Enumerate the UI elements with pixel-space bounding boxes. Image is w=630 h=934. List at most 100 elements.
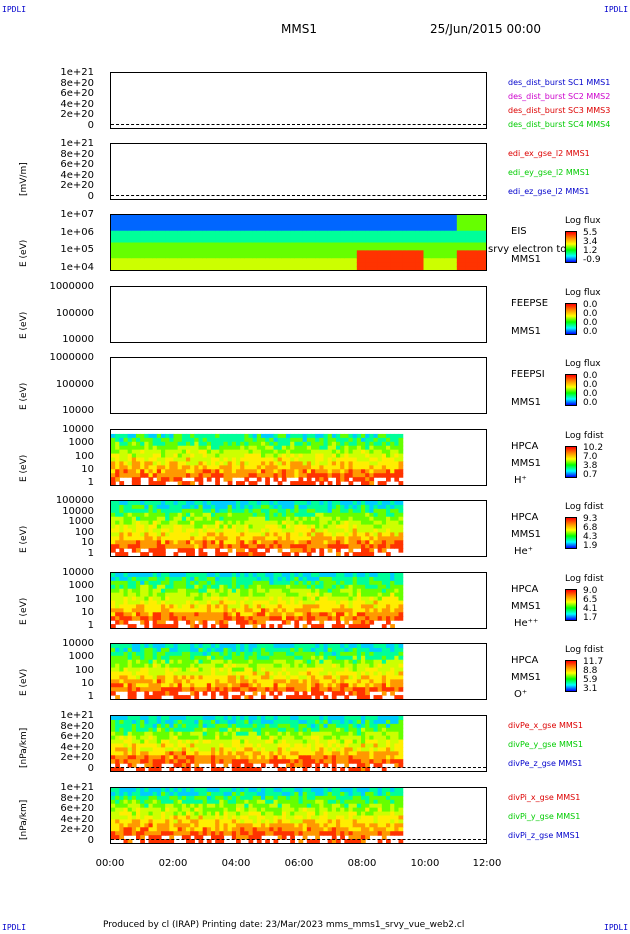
spectrogram-cell bbox=[148, 600, 154, 606]
spectrogram-cell bbox=[261, 580, 266, 586]
spectrogram-cell bbox=[111, 719, 116, 725]
spectrogram-cell bbox=[244, 501, 250, 506]
spectrogram-cell bbox=[315, 671, 320, 677]
spectrogram-cell bbox=[302, 441, 308, 447]
spectrogram-cell bbox=[161, 580, 166, 586]
spectrogram-cell bbox=[269, 242, 275, 248]
spectrogram-cell bbox=[452, 222, 458, 228]
spectrogram-cell bbox=[277, 465, 283, 470]
spectrogram-cell bbox=[111, 501, 116, 506]
spectrogram-cell bbox=[311, 461, 316, 466]
spectrogram-cell bbox=[356, 592, 362, 598]
spectrogram-cell bbox=[294, 222, 300, 228]
spectrogram-cell bbox=[294, 453, 300, 459]
spectrogram-cell bbox=[136, 528, 141, 534]
spectrogram-cell bbox=[211, 234, 216, 240]
spectrogram-cell bbox=[177, 215, 183, 220]
spectrogram-cell bbox=[331, 437, 337, 443]
spectrogram-cell bbox=[252, 552, 258, 556]
spectrogram-cell bbox=[448, 246, 454, 251]
spectrogram-cell bbox=[336, 234, 341, 240]
spectrogram-cell bbox=[115, 604, 120, 609]
spectrogram-cell bbox=[281, 532, 287, 537]
spectrogram-cell bbox=[386, 663, 391, 669]
spectrogram-cell bbox=[481, 215, 486, 220]
spectrogram-cell bbox=[144, 663, 150, 669]
spectrogram-cell bbox=[356, 675, 362, 680]
spectrogram-cell bbox=[244, 532, 250, 537]
spectrogram-cell bbox=[140, 592, 145, 598]
spectrogram-cell bbox=[131, 258, 137, 263]
spectrogram-cell bbox=[248, 528, 254, 534]
spectrogram-cell bbox=[386, 465, 391, 470]
spectrogram-cell bbox=[198, 671, 204, 677]
spectrogram-cell bbox=[386, 540, 391, 545]
spectrogram-cell bbox=[265, 655, 270, 661]
spectrogram-cell bbox=[381, 445, 387, 451]
spectrogram-cell bbox=[373, 501, 379, 506]
spectrogram-cell bbox=[319, 504, 325, 510]
spectrogram-cell bbox=[315, 604, 320, 609]
spectrogram-cell bbox=[265, 246, 270, 251]
spectrogram-cell bbox=[469, 262, 475, 267]
spectrogram-cell bbox=[181, 512, 187, 518]
spectrogram-cell bbox=[215, 477, 220, 482]
spectrogram-cell bbox=[277, 647, 283, 653]
spectrogram-cell bbox=[198, 242, 204, 248]
spectrogram-cell bbox=[452, 254, 458, 259]
spectrogram-cell bbox=[369, 647, 375, 653]
spectrogram-cell bbox=[269, 262, 275, 267]
y-tick-label: 10000 bbox=[62, 405, 94, 416]
spectrogram-cell bbox=[386, 258, 391, 263]
spectrogram-cell bbox=[206, 501, 212, 506]
spectrogram-cell bbox=[211, 246, 216, 251]
spectrogram-cell bbox=[336, 445, 341, 451]
spectrogram-cell bbox=[336, 584, 341, 590]
spectrogram-cell bbox=[156, 473, 162, 478]
spectrogram-cell bbox=[165, 449, 170, 455]
spectrogram-cell bbox=[306, 687, 312, 692]
spectrogram-cell bbox=[369, 520, 375, 526]
spectrogram-cell bbox=[140, 544, 145, 549]
spectrogram-cell bbox=[377, 469, 383, 474]
spectrogram-cell bbox=[327, 644, 333, 649]
panel-0 bbox=[110, 72, 487, 129]
spectrogram-cell bbox=[240, 616, 245, 621]
overlap-label: srvy electron to bbox=[488, 244, 567, 255]
spectrogram-cell bbox=[323, 501, 329, 506]
spectrogram-cell bbox=[377, 544, 383, 549]
spectrogram-cell bbox=[265, 457, 270, 463]
spectrogram-cell bbox=[311, 671, 316, 677]
spectrogram-cell bbox=[319, 477, 325, 482]
spectrogram-cell bbox=[115, 218, 120, 224]
spectrogram-cell bbox=[202, 465, 208, 470]
spectrogram-cell bbox=[161, 461, 166, 466]
spectrogram-cell bbox=[381, 457, 387, 463]
spectrogram-cell bbox=[223, 453, 229, 459]
spectrogram-cell bbox=[298, 222, 304, 228]
spectrogram-cell bbox=[194, 254, 200, 259]
spectrogram-cell bbox=[186, 445, 191, 451]
spectrogram-cell bbox=[394, 592, 400, 598]
spectrogram-cell bbox=[348, 238, 354, 244]
spectrogram-cell bbox=[356, 671, 362, 677]
spectrogram-cell bbox=[131, 215, 137, 220]
spectrogram-cell bbox=[123, 250, 129, 255]
spectrogram-cell bbox=[298, 238, 304, 244]
spectrogram-cell bbox=[169, 659, 175, 665]
spectrogram-cell bbox=[394, 254, 400, 259]
spectrogram-cell bbox=[348, 433, 354, 439]
spectrogram-cell bbox=[394, 226, 400, 232]
spectrogram-cell bbox=[202, 532, 208, 537]
spectrogram-cell bbox=[227, 218, 233, 224]
y-axis-label: E (eV) bbox=[19, 597, 29, 625]
spectrogram-cell bbox=[315, 667, 320, 673]
spectrogram-cell bbox=[140, 616, 145, 621]
spectrogram-cell bbox=[427, 262, 433, 267]
spectrogram-cell bbox=[348, 516, 354, 522]
spectrogram-cell bbox=[223, 679, 229, 684]
spectrogram-cell bbox=[265, 433, 270, 439]
spectrogram-cell bbox=[273, 266, 279, 270]
spectrogram-cell bbox=[290, 616, 295, 621]
spectrogram-cell bbox=[302, 624, 308, 628]
